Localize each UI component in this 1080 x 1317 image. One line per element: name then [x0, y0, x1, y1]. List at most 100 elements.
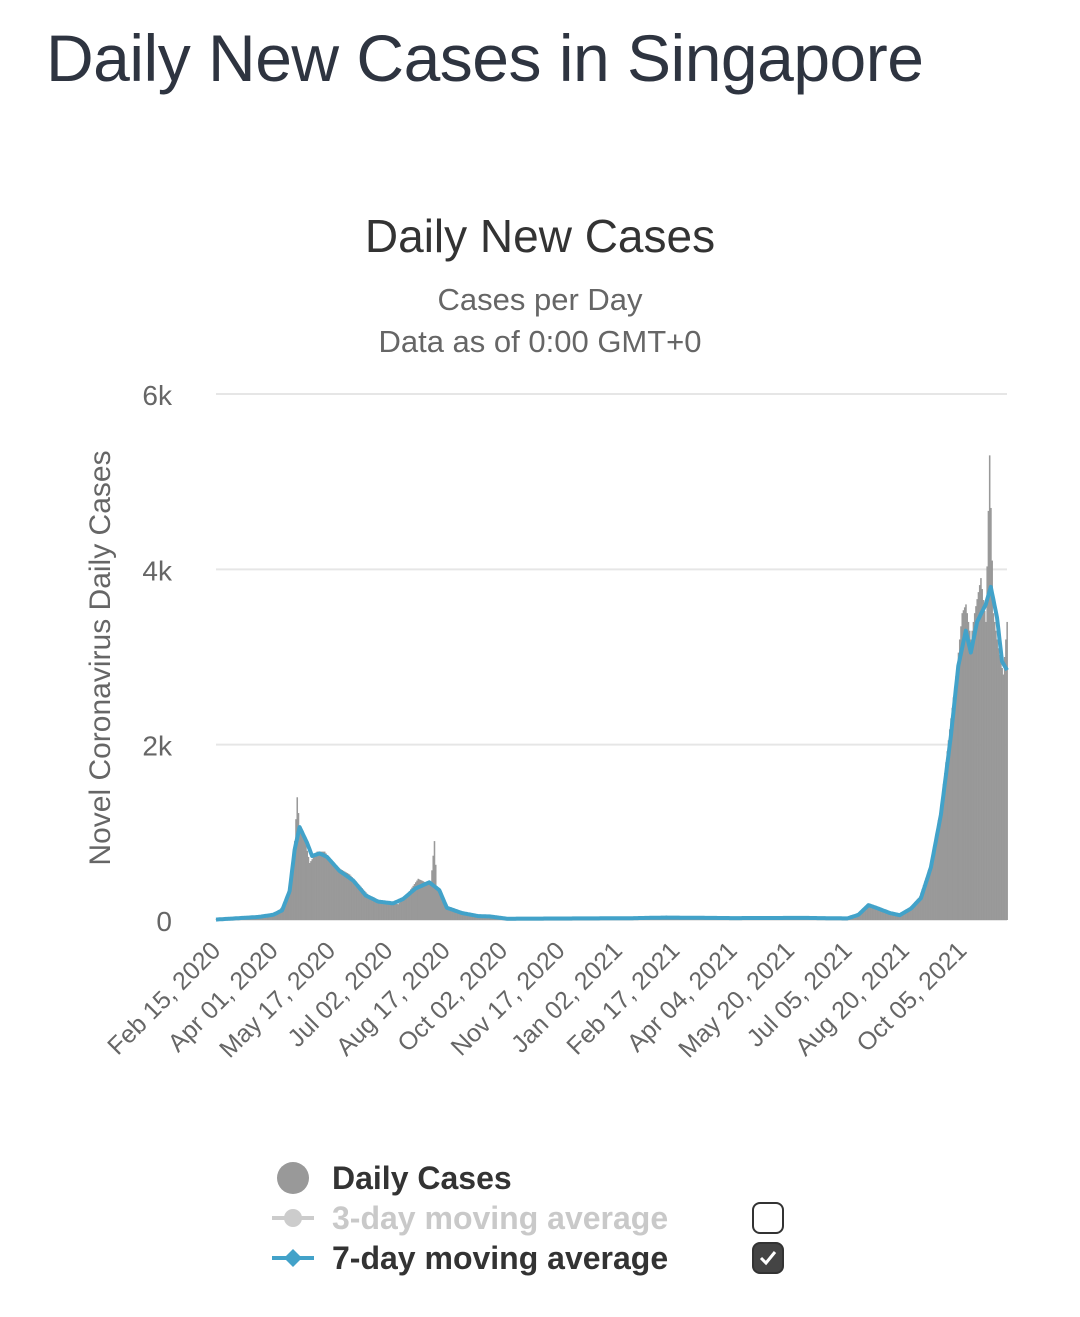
- chart-legend: Daily Cases 3-day moving average 7-day m…: [270, 1158, 810, 1278]
- daily-bar: [451, 911, 453, 920]
- daily-bar: [476, 915, 478, 920]
- daily-bar: [866, 906, 869, 920]
- daily-bar: [395, 903, 397, 920]
- daily-bar: [355, 881, 357, 920]
- ma3-legend-icon: [272, 1209, 314, 1227]
- daily-bar: [347, 873, 350, 920]
- daily-bar: [315, 853, 317, 920]
- daily-bar: [481, 916, 483, 920]
- daily-bars: [215, 455, 1008, 920]
- daily-bar: [917, 897, 920, 920]
- daily-bar: [876, 909, 879, 920]
- chart-subtitle-date: Data as of 0:00 GMT+0: [378, 324, 701, 359]
- daily-bar: [882, 911, 885, 920]
- daily-bar: [360, 886, 362, 920]
- legend-item-daily-cases[interactable]: Daily Cases: [270, 1158, 810, 1198]
- daily-bar: [335, 866, 337, 920]
- daily-bar: [894, 914, 896, 920]
- daily-bar: [348, 874, 351, 920]
- daily-bar: [985, 621, 987, 920]
- ma7-line: [215, 584, 1009, 922]
- daily-bar: [997, 648, 1000, 920]
- daily-bar: [301, 833, 304, 920]
- daily-bar: [968, 630, 971, 920]
- daily-bar: [890, 914, 892, 920]
- legend-item-3day[interactable]: 3-day moving average: [270, 1198, 810, 1238]
- daily-bar: [303, 838, 306, 920]
- daily-bar: [864, 907, 866, 920]
- daily-bar: [449, 910, 452, 920]
- y-tick-label: 6k: [142, 380, 173, 411]
- daily-bar: [423, 881, 426, 920]
- daily-bar: [1000, 661, 1002, 920]
- daily-bar: [372, 900, 375, 920]
- daily-bar: [313, 855, 316, 920]
- ma7-toggle-checkbox[interactable]: [752, 1242, 784, 1274]
- daily-bar: [342, 870, 345, 920]
- daily-bar: [929, 866, 931, 920]
- daily-bar: [939, 813, 941, 920]
- daily-bar: [995, 630, 997, 920]
- daily-bar: [977, 592, 980, 920]
- daily-bar: [998, 654, 1001, 920]
- daily-bar: [400, 901, 402, 920]
- daily-bar: [438, 892, 441, 920]
- daily-bar: [970, 639, 972, 920]
- daily-bar: [367, 895, 370, 920]
- daily-bar: [327, 856, 330, 920]
- daily-bar: [271, 914, 274, 920]
- daily-bar: [373, 900, 376, 920]
- daily-bar: [961, 613, 964, 920]
- daily-bar: [459, 913, 462, 920]
- daily-bar: [941, 795, 944, 920]
- daily-bar: [340, 869, 342, 920]
- daily-bar: [295, 819, 297, 920]
- daily-bar: [889, 913, 891, 920]
- daily-bar: [275, 912, 277, 920]
- daily-bar: [871, 907, 874, 920]
- daily-bar: [484, 916, 487, 920]
- daily-bar: [439, 895, 442, 920]
- daily-bar: [909, 907, 911, 920]
- daily-bar: [272, 913, 275, 920]
- daily-bar: [860, 912, 862, 920]
- daily-bar: [986, 566, 988, 920]
- daily-bar: [391, 903, 393, 920]
- daily-bar: [361, 888, 363, 920]
- daily-bar: [431, 870, 433, 920]
- daily-bar: [462, 914, 464, 920]
- legend-item-7day[interactable]: 7-day moving average: [270, 1238, 810, 1278]
- daily-bar: [953, 686, 956, 920]
- daily-bar: [1002, 674, 1005, 920]
- daily-bar: [290, 874, 292, 920]
- page-title: Daily New Cases in Singapore: [46, 21, 924, 95]
- daily-bar: [292, 853, 295, 920]
- daily-bar: [881, 910, 884, 920]
- ma7-series: [215, 584, 1009, 922]
- daily-bar: [437, 890, 440, 920]
- daily-bar: [992, 613, 995, 920]
- daily-bar: [357, 883, 360, 920]
- daily-bar: [904, 911, 906, 920]
- daily-bar: [428, 884, 431, 920]
- daily-bar: [285, 901, 287, 920]
- daily-bar: [453, 911, 456, 920]
- daily-bar: [967, 621, 970, 920]
- daily-bar: [980, 578, 982, 920]
- daily-bar: [486, 916, 488, 920]
- daily-bar: [429, 884, 432, 920]
- ma3-toggle-checkbox[interactable]: [752, 1202, 784, 1234]
- daily-bar: [936, 827, 939, 920]
- daily-bar: [966, 613, 968, 920]
- daily-bar: [279, 909, 281, 920]
- daily-bar: [935, 834, 937, 920]
- daily-bar: [962, 610, 965, 920]
- daily-bar: [434, 864, 437, 920]
- daily-bar: [316, 851, 318, 920]
- daily-bar: [308, 863, 311, 920]
- daily-bar: [895, 915, 897, 920]
- daily-bar: [332, 863, 335, 920]
- daily-bar: [857, 915, 860, 920]
- daily-bar: [469, 915, 472, 920]
